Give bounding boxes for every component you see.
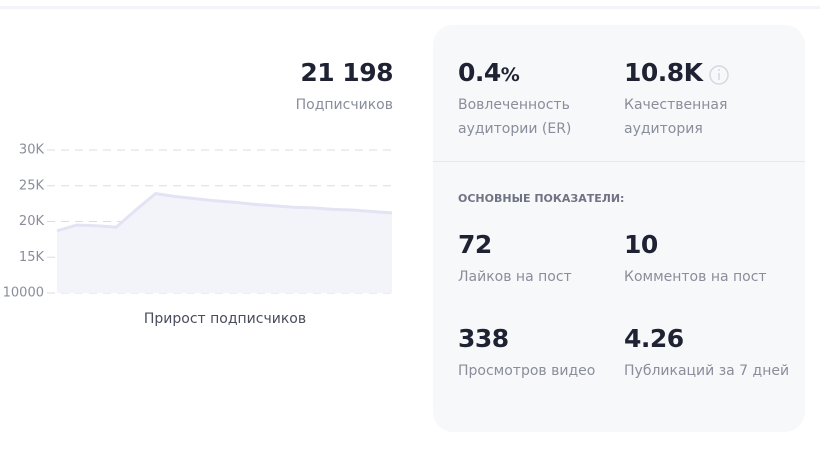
subscribers-label: Подписчиков [295,97,393,113]
stats-card: 0.4% Вовлеченность аудитории (ER) 10.8K … [433,25,805,432]
stat-value: 4.26 [624,324,684,353]
top-bar [0,6,820,9]
info-icon[interactable] [708,64,730,86]
stat-value: 0.4% [458,58,520,87]
area [57,193,392,293]
stat-label: Комментов на пост [624,269,767,285]
y-tick-label: 25K [19,178,45,193]
er-unit: % [500,64,520,86]
stat-label: Лайков на пост [458,269,572,285]
y-tick-label: 10000 [3,286,44,301]
y-tick-label: 30K [19,143,45,158]
stat-value: 338 [458,324,509,353]
divider [433,161,805,162]
chart: Прирост подписчиков 10000 15K 20K 25K 30K [3,143,393,327]
stat-label: Качественная аудитория [624,97,728,137]
stat-value: 72 [458,230,492,259]
line [56,192,393,233]
er-value: 0.4 [458,58,501,87]
chart-title: Прирост подписчиков [144,311,306,327]
y-tick-label: 15K [19,250,45,265]
stat-label: Просмотров видео [458,363,596,379]
subscribers-value: 21 198 [300,58,393,87]
stat-label: Публикаций за 7 дней [624,363,790,379]
stat-label: Вовлеченность аудитории (ER) [458,97,572,137]
y-tick-label: 20K [19,214,45,229]
stat-value: 10.8K [624,58,703,87]
section-title: ОСНОВНЫЕ ПОКАЗАТЕЛИ: [458,192,625,205]
stat-value: 10 [624,230,658,259]
